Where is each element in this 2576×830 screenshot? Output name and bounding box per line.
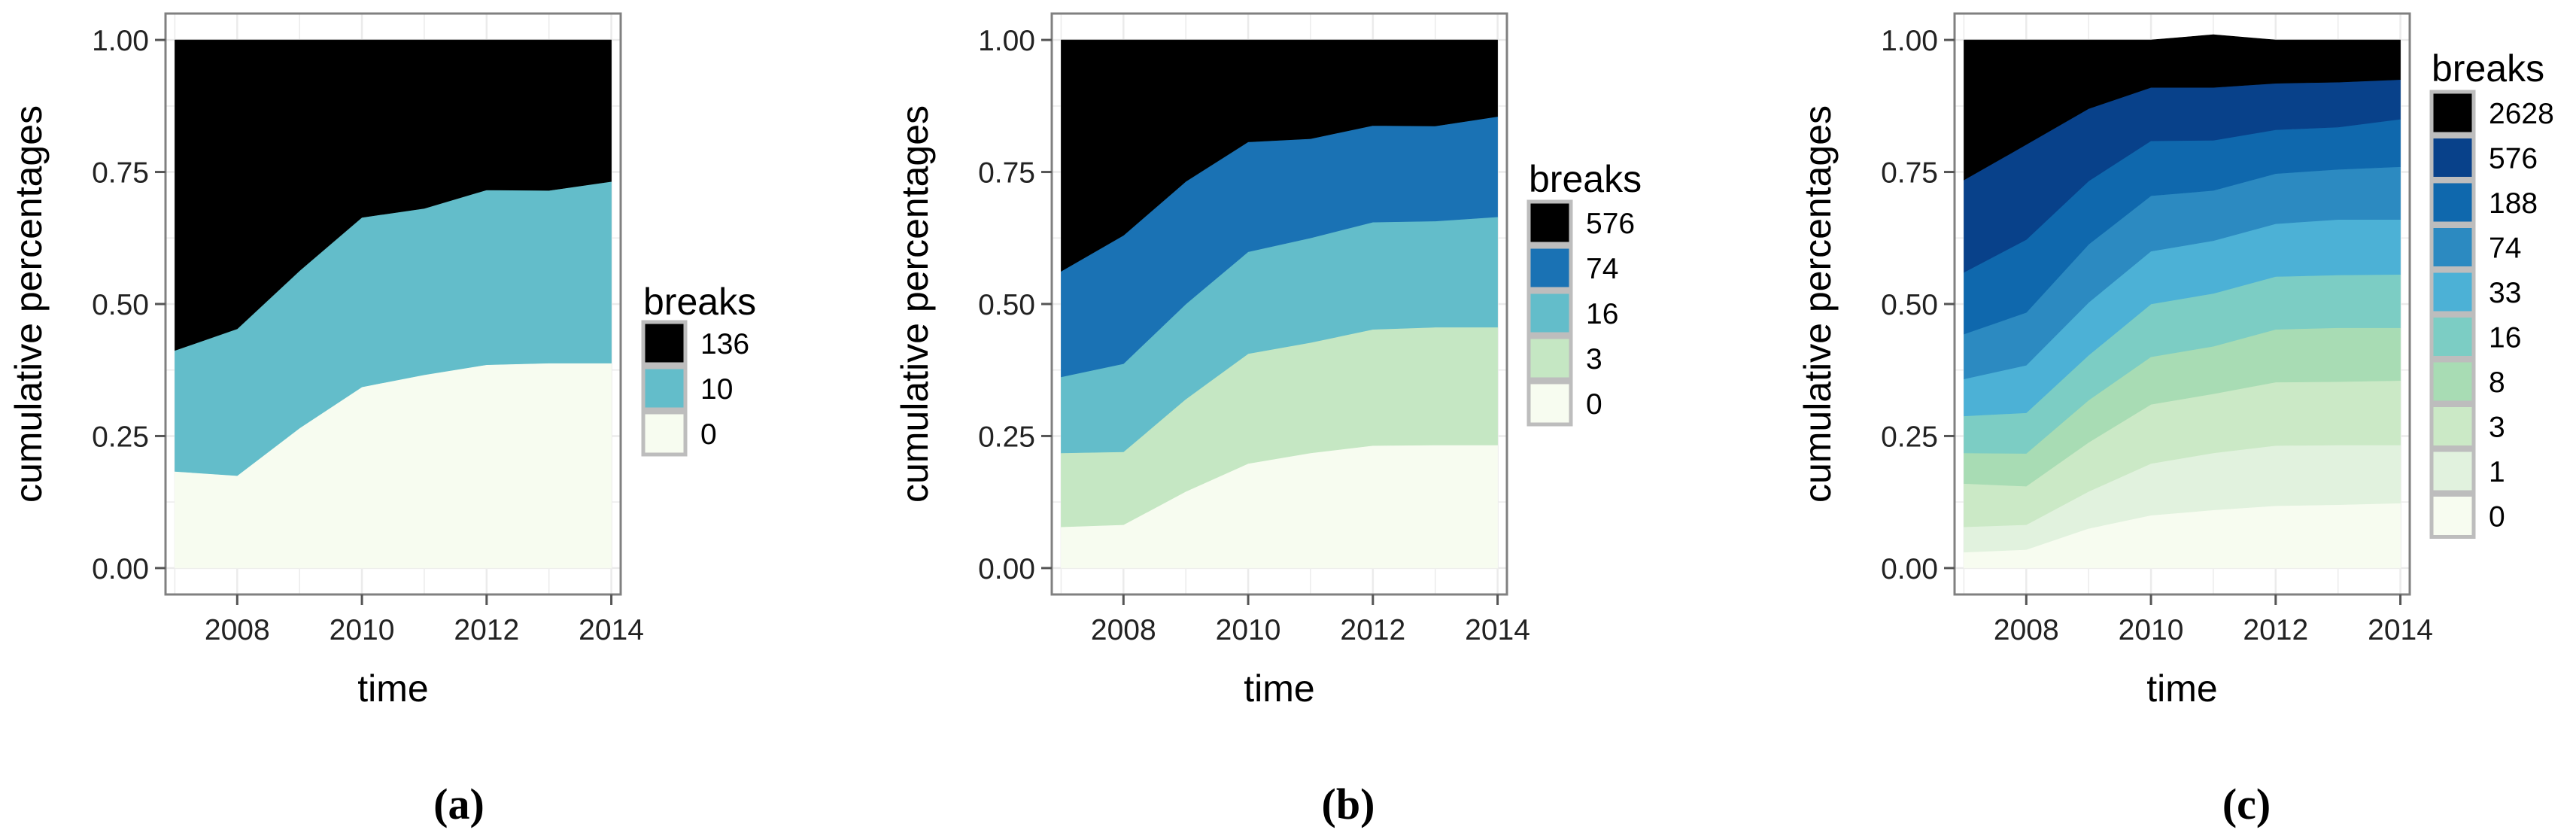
- x-tick-label: 2014: [2368, 614, 2433, 646]
- y-tick-label: 0.25: [92, 421, 149, 453]
- x-tick-label: 2008: [1091, 614, 1156, 646]
- panel-caption: (a): [433, 780, 485, 828]
- x-tick-label: 2008: [1994, 614, 2059, 646]
- x-axis-title: time: [357, 667, 428, 710]
- x-tick-label: 2012: [454, 614, 519, 646]
- legend-label: 1: [2489, 456, 2505, 488]
- legend-label: 8: [2489, 366, 2505, 399]
- y-tick-label: 0.00: [1881, 553, 1938, 585]
- x-tick-label: 2010: [1216, 614, 1281, 646]
- legend-label: 0: [1586, 388, 1602, 421]
- legend: breaks 2628 576 188 74 33 16 8 3 1 0: [2429, 47, 2554, 539]
- legend-label: 136: [700, 328, 749, 360]
- legend-label: 33: [2489, 277, 2521, 309]
- legend-key-74: [1526, 245, 1573, 291]
- legend-label: 10: [700, 373, 733, 406]
- y-axis-title: cumulative percentages: [894, 105, 936, 503]
- y-tick-label: 0.25: [1881, 421, 1938, 453]
- panel-caption: (b): [1322, 780, 1375, 828]
- legend-label: 576: [2489, 143, 2538, 175]
- panel-caption: (c): [2222, 780, 2271, 828]
- y-tick-label: 0.75: [978, 157, 1035, 190]
- y-axis-title: cumulative percentages: [8, 105, 50, 503]
- y-tick-label: 0.50: [978, 289, 1035, 321]
- legend-label: 3: [1586, 343, 1602, 375]
- legend-key-16: [1526, 290, 1573, 336]
- area-series-136: [175, 39, 612, 351]
- x-tick-label: 2010: [330, 614, 395, 646]
- y-tick-label: 0.00: [978, 553, 1035, 585]
- stacked-areas: [1061, 39, 1498, 569]
- y-tick-label: 0.00: [92, 553, 149, 585]
- x-tick-label: 2014: [579, 614, 644, 646]
- legend-key-74: [2429, 224, 2476, 270]
- legend-label: 0: [700, 418, 717, 451]
- chart-panel-1: 0.00 0.25 0.50 0.75 1.00 2008 2010 2012 2014 time…: [8, 12, 756, 828]
- x-tick-label: 2008: [205, 614, 270, 646]
- y-tick-label: 0.50: [1881, 289, 1938, 321]
- y-axis-title: cumulative percentages: [1797, 105, 1839, 503]
- legend-key-188: [2429, 179, 2476, 226]
- legend-label: 576: [1586, 208, 1635, 240]
- legend-label: 2628: [2489, 98, 2554, 130]
- y-tick-label: 0.75: [1881, 157, 1938, 190]
- legend-key-10: [641, 365, 688, 412]
- stacked-areas: [1964, 34, 2401, 569]
- legend-key-1: [2429, 448, 2476, 494]
- legend-key-576: [2429, 135, 2476, 181]
- chart-panel-2: 0.00 0.25 0.50 0.75 1.00 2008 2010 2012 2014 time…: [894, 12, 1642, 828]
- legend-label: 16: [2489, 322, 2521, 354]
- legend-key-3: [2429, 403, 2476, 449]
- legend-key-33: [2429, 269, 2476, 315]
- x-tick-label: 2010: [2119, 614, 2184, 646]
- x-tick-label: 2014: [1465, 614, 1530, 646]
- legend-title: breaks: [2432, 47, 2544, 90]
- legend-key-0: [641, 410, 688, 457]
- x-tick-label: 2012: [2243, 614, 2308, 646]
- legend-key-3: [1526, 335, 1573, 382]
- x-axis-title: time: [1244, 667, 1314, 710]
- y-tick-label: 1.00: [1881, 25, 1938, 57]
- legend-label: 74: [2489, 233, 2521, 265]
- legend-key-576: [1526, 199, 1573, 246]
- area-series-576: [1061, 39, 1498, 272]
- chart-panel-3: 0.00 0.25 0.50 0.75 1.00 2008 2010 2012 2014 time…: [1797, 12, 2554, 828]
- y-tick-label: 0.75: [92, 157, 149, 190]
- legend-key-0: [2429, 493, 2476, 539]
- legend-key-136: [641, 320, 688, 366]
- legend-label: 3: [2489, 412, 2505, 444]
- legend-label: 74: [1586, 253, 1618, 285]
- x-tick-label: 2012: [1340, 614, 1405, 646]
- y-tick-label: 1.00: [978, 25, 1035, 57]
- x-axis-title: time: [2146, 667, 2217, 710]
- stacked-areas: [175, 39, 612, 569]
- legend-label: 0: [2489, 501, 2505, 534]
- legend-label: 16: [1586, 298, 1618, 330]
- area-series-2628: [1964, 34, 2401, 181]
- legend-key-0: [1526, 380, 1573, 427]
- y-tick-label: 0.25: [978, 421, 1035, 453]
- legend-label: 188: [2489, 187, 2538, 220]
- legend: breaks 136 10 0: [641, 281, 756, 457]
- legend-key-16: [2429, 314, 2476, 360]
- y-tick-label: 0.50: [92, 289, 149, 321]
- legend-title: breaks: [643, 281, 756, 323]
- legend-key-8: [2429, 358, 2476, 405]
- legend-key-2628: [2429, 90, 2476, 136]
- y-tick-label: 1.00: [92, 25, 149, 57]
- legend-title: breaks: [1529, 158, 1642, 200]
- legend: breaks 576 74 16 3 0: [1526, 158, 1642, 427]
